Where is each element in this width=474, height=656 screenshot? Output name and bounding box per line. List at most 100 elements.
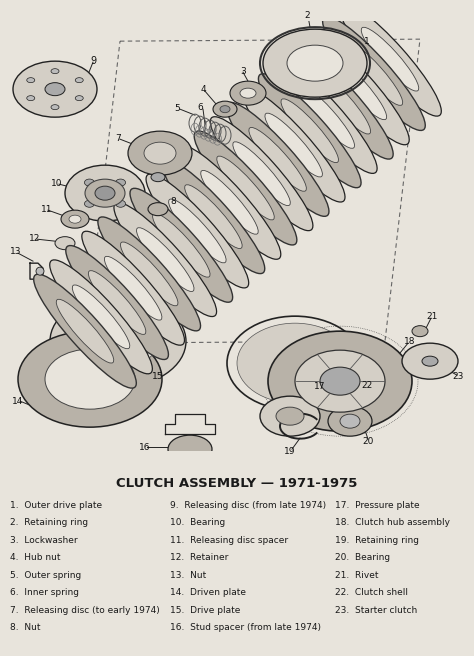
Text: 6.  Inner spring: 6. Inner spring: [10, 588, 79, 598]
Text: 11: 11: [41, 205, 53, 214]
Text: 13: 13: [10, 247, 22, 256]
Ellipse shape: [116, 200, 126, 207]
Ellipse shape: [130, 188, 233, 302]
Ellipse shape: [151, 173, 165, 182]
Ellipse shape: [50, 295, 186, 387]
Ellipse shape: [27, 96, 35, 100]
Ellipse shape: [85, 179, 125, 207]
Ellipse shape: [339, 2, 441, 116]
Text: 21: 21: [426, 312, 438, 321]
Ellipse shape: [114, 203, 217, 317]
Ellipse shape: [220, 106, 230, 113]
Ellipse shape: [61, 210, 89, 228]
Text: 6: 6: [197, 102, 203, 112]
Ellipse shape: [263, 29, 367, 97]
Ellipse shape: [56, 299, 114, 363]
Ellipse shape: [260, 396, 320, 436]
Ellipse shape: [144, 142, 176, 164]
Text: 14.  Driven plate: 14. Driven plate: [170, 588, 246, 598]
Text: 15.  Drive plate: 15. Drive plate: [170, 606, 240, 615]
Ellipse shape: [268, 331, 412, 431]
Ellipse shape: [276, 407, 304, 425]
Text: 23.  Starter clutch: 23. Starter clutch: [335, 606, 417, 615]
Text: 20.  Bearing: 20. Bearing: [335, 553, 390, 562]
Text: 12: 12: [29, 234, 41, 243]
Ellipse shape: [55, 237, 75, 250]
Ellipse shape: [240, 88, 256, 98]
Text: CLUTCH ASSEMBLY — 1971-1975: CLUTCH ASSEMBLY — 1971-1975: [116, 476, 358, 489]
Text: 5.  Outer spring: 5. Outer spring: [10, 571, 81, 580]
Text: 22.  Clutch shell: 22. Clutch shell: [335, 588, 408, 598]
Text: 8.  Nut: 8. Nut: [10, 623, 40, 632]
Text: 15: 15: [152, 372, 164, 380]
Text: 2.  Retaining ring: 2. Retaining ring: [10, 518, 88, 527]
Ellipse shape: [185, 185, 242, 249]
Ellipse shape: [137, 228, 194, 291]
Ellipse shape: [34, 274, 137, 388]
Ellipse shape: [75, 96, 83, 100]
Ellipse shape: [168, 435, 212, 463]
Text: 19: 19: [284, 447, 296, 456]
Text: 14: 14: [12, 397, 24, 405]
Ellipse shape: [88, 271, 146, 335]
Ellipse shape: [98, 217, 201, 331]
Ellipse shape: [412, 325, 428, 337]
Text: 3.  Lockwasher: 3. Lockwasher: [10, 536, 78, 544]
Ellipse shape: [82, 231, 184, 345]
Ellipse shape: [27, 77, 35, 83]
Ellipse shape: [194, 131, 297, 245]
Text: 12.  Retainer: 12. Retainer: [170, 553, 228, 562]
Ellipse shape: [50, 260, 152, 374]
Ellipse shape: [148, 203, 168, 216]
Text: 22: 22: [361, 380, 373, 390]
Ellipse shape: [78, 314, 158, 368]
Ellipse shape: [361, 28, 419, 91]
Ellipse shape: [201, 171, 258, 234]
Ellipse shape: [178, 146, 281, 259]
Ellipse shape: [274, 60, 377, 173]
Ellipse shape: [328, 406, 372, 436]
Text: 11.  Releasing disc spacer: 11. Releasing disc spacer: [170, 536, 288, 544]
Ellipse shape: [297, 85, 355, 148]
Text: 18: 18: [404, 337, 416, 346]
Ellipse shape: [65, 165, 145, 221]
Ellipse shape: [213, 101, 237, 117]
Ellipse shape: [162, 159, 265, 274]
Text: 1.  Outer drive plate: 1. Outer drive plate: [10, 501, 102, 510]
Text: 10.  Bearing: 10. Bearing: [170, 518, 225, 527]
Ellipse shape: [51, 105, 59, 110]
Text: 16: 16: [139, 443, 151, 452]
Ellipse shape: [422, 356, 438, 366]
Ellipse shape: [291, 45, 393, 159]
Ellipse shape: [281, 99, 338, 163]
Text: 7.  Releasing disc (to early 1974): 7. Releasing disc (to early 1974): [10, 606, 160, 615]
Ellipse shape: [36, 267, 44, 275]
Ellipse shape: [45, 83, 65, 96]
Ellipse shape: [45, 349, 135, 409]
Text: 10: 10: [51, 178, 63, 188]
Ellipse shape: [230, 81, 266, 105]
Text: 9: 9: [90, 56, 96, 66]
Text: 23: 23: [452, 372, 464, 380]
Ellipse shape: [120, 242, 178, 306]
Text: 13.  Nut: 13. Nut: [170, 571, 206, 580]
Ellipse shape: [329, 56, 387, 119]
Ellipse shape: [95, 186, 115, 200]
Text: 1: 1: [364, 37, 370, 46]
Text: 17.  Pressure plate: 17. Pressure plate: [335, 501, 419, 510]
Ellipse shape: [323, 16, 425, 131]
Ellipse shape: [66, 245, 168, 359]
Ellipse shape: [217, 156, 274, 220]
Ellipse shape: [116, 179, 126, 186]
Text: 8: 8: [170, 197, 176, 206]
Text: 19.  Retaining ring: 19. Retaining ring: [335, 536, 419, 544]
Ellipse shape: [295, 350, 385, 412]
Ellipse shape: [51, 69, 59, 73]
Ellipse shape: [146, 174, 249, 288]
Text: 21.  Rivet: 21. Rivet: [335, 571, 379, 580]
Ellipse shape: [402, 343, 458, 379]
Text: 4.  Hub nut: 4. Hub nut: [10, 553, 61, 562]
Ellipse shape: [75, 77, 83, 83]
Ellipse shape: [73, 285, 130, 349]
Text: 17: 17: [314, 382, 326, 391]
